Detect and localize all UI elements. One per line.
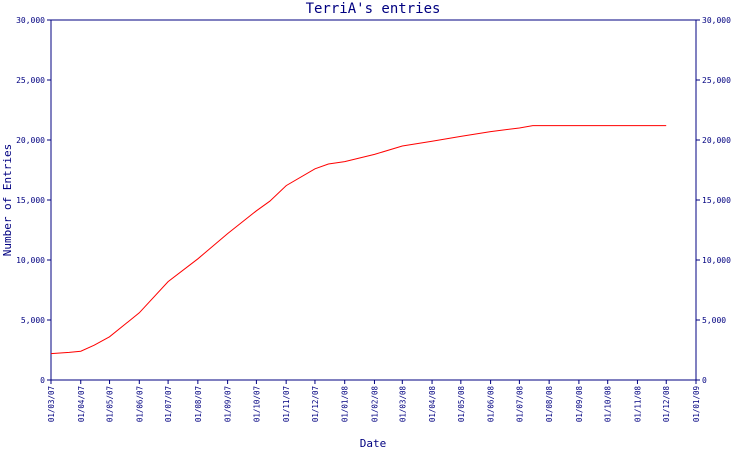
x-tick-label: 01/10/08 — [604, 386, 613, 423]
x-tick-label: 01/01/08 — [341, 386, 350, 423]
y-tick-label-right: 25,000 — [702, 76, 731, 85]
y-axis-title: Number of Entries — [1, 144, 14, 257]
x-tick-label: 01/08/07 — [194, 386, 203, 422]
x-tick-label: 01/07/07 — [164, 386, 173, 422]
y-tick-label-right: 5,000 — [702, 316, 726, 325]
x-tick-label: 01/05/08 — [457, 386, 466, 423]
x-tick-label: 01/06/07 — [135, 386, 144, 422]
x-tick-label: 01/04/08 — [428, 386, 437, 423]
x-tick-label: 01/12/07 — [311, 386, 320, 422]
x-tick-label: 01/11/08 — [633, 386, 642, 423]
y-tick-label-left: 30,000 — [16, 16, 45, 25]
x-tick-label: 01/04/07 — [77, 386, 86, 422]
x-tick-label: 01/10/07 — [252, 386, 261, 422]
y-tick-label-left: 20,000 — [16, 136, 45, 145]
y-tick-label-left: 5,000 — [21, 316, 45, 325]
x-tick-label: 01/05/07 — [106, 386, 115, 422]
y-tick-label-left: 15,000 — [16, 196, 45, 205]
y-tick-label-right: 15,000 — [702, 196, 731, 205]
y-tick-label-right: 30,000 — [702, 16, 731, 25]
x-tick-label: 01/11/07 — [282, 386, 291, 422]
y-tick-label-right: 0 — [702, 376, 707, 385]
x-tick-label: 01/08/08 — [545, 386, 554, 423]
x-axis-title: Date — [360, 437, 387, 450]
series-line-0 — [50, 125, 667, 355]
y-axis-left: 0 5,000 10,000 15,000 20,000 25,000 30,000 — [16, 16, 51, 385]
y-tick-label-right: 10,000 — [702, 256, 731, 265]
y-axis-right: 0 5,000 10,000 15,000 20,000 25,000 30,000 — [696, 16, 731, 385]
x-tick-label: 01/02/08 — [370, 386, 379, 423]
y-tick-label-left: 25,000 — [16, 76, 45, 85]
x-tick-label: 01/01/09 — [692, 386, 701, 422]
x-tick-label: 01/03/07 — [47, 386, 56, 422]
chart-title: TerriA's entries — [306, 1, 441, 17]
y-tick-label-left: 10,000 — [16, 256, 45, 265]
x-tick-label: 01/12/08 — [662, 386, 671, 423]
x-tick-label: 01/07/08 — [515, 386, 524, 423]
series-layer — [50, 125, 667, 355]
x-axis: 01/03/07 01/04/07 01/05/07 01/06/07 01/07/07… — [47, 380, 701, 422]
y-tick-label-left: 0 — [40, 376, 45, 385]
x-tick-label: 01/09/08 — [575, 386, 584, 423]
x-tick-label: 01/06/08 — [487, 386, 496, 423]
y-tick-label-right: 20,000 — [702, 136, 731, 145]
x-tick-label: 01/09/07 — [224, 386, 233, 422]
x-tick-label: 01/03/08 — [398, 386, 407, 423]
